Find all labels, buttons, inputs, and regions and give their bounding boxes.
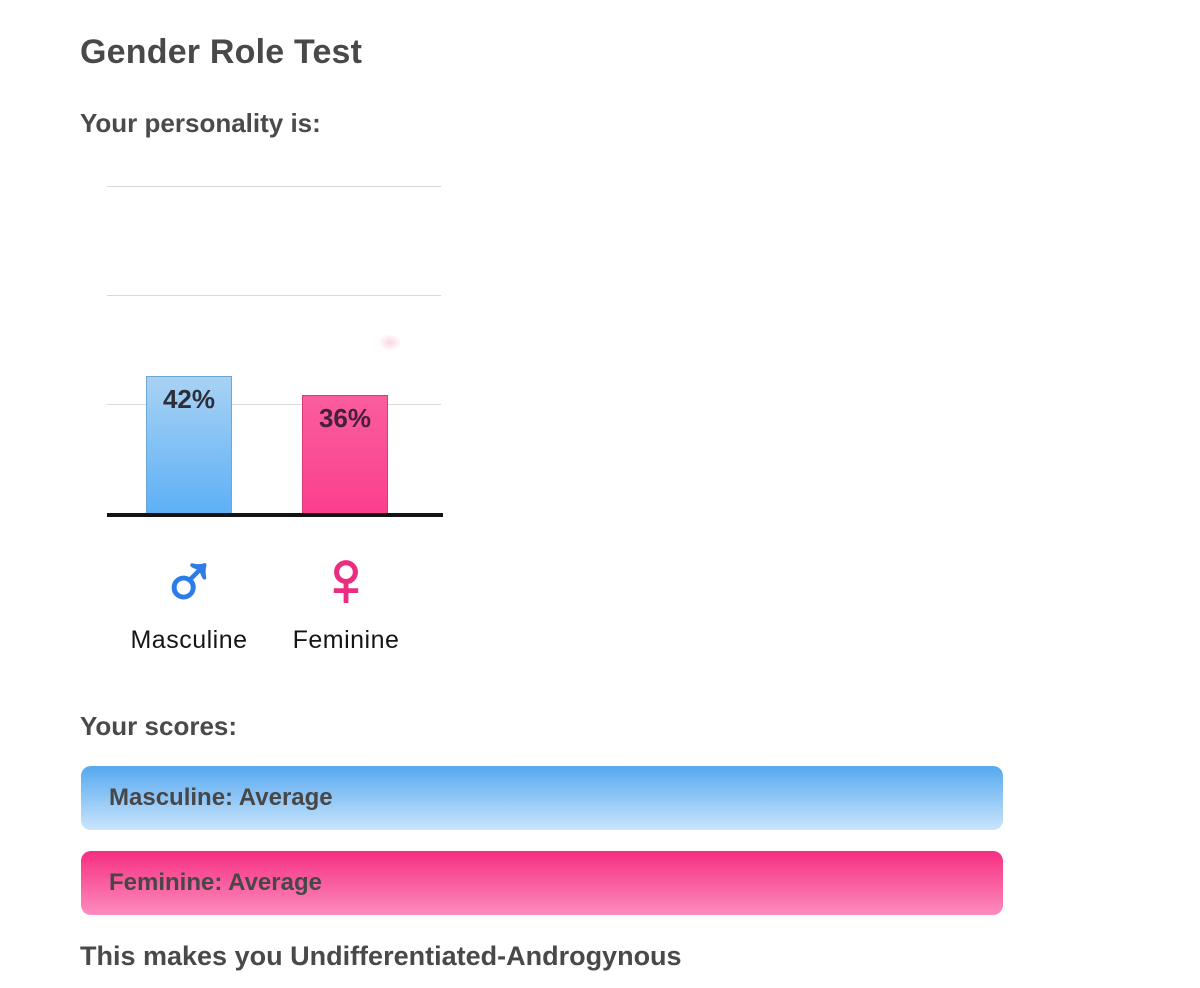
score-bar-masculine: Masculine: Average — [81, 766, 1003, 830]
result-text: This makes you Undifferentiated-Androgyn… — [80, 941, 682, 971]
score-bar-feminine: Feminine: Average — [81, 851, 1003, 915]
pink-smudge-artifact — [378, 334, 402, 351]
gridline — [107, 404, 441, 406]
category-masculine: ♂ Masculine — [104, 532, 274, 655]
category-feminine: ♀ Feminine — [261, 532, 431, 655]
personality-heading: Your personality is: — [80, 108, 321, 138]
gridline — [107, 186, 441, 187]
bar-value-label: 42% — [162, 383, 216, 414]
bar-value-label: 36% — [318, 403, 372, 434]
bar-chart: 42% 36% — [107, 186, 443, 517]
male-symbol-icon: ♂ — [159, 533, 220, 623]
category-label-masculine: Masculine — [130, 626, 248, 654]
page-title: Gender Role Test — [80, 33, 363, 71]
chart-bar-feminine: 36% — [302, 395, 388, 514]
category-label-feminine: Feminine — [292, 626, 400, 654]
female-symbol-icon: ♀ — [316, 533, 377, 623]
scores-heading: Your scores: — [80, 711, 238, 741]
gridline — [107, 294, 441, 296]
chart-baseline — [107, 513, 443, 517]
score-label-masculine: Masculine: Average — [109, 784, 333, 811]
chart-bar-masculine: 42% — [146, 375, 232, 514]
score-label-feminine: Feminine: Average — [109, 869, 322, 896]
